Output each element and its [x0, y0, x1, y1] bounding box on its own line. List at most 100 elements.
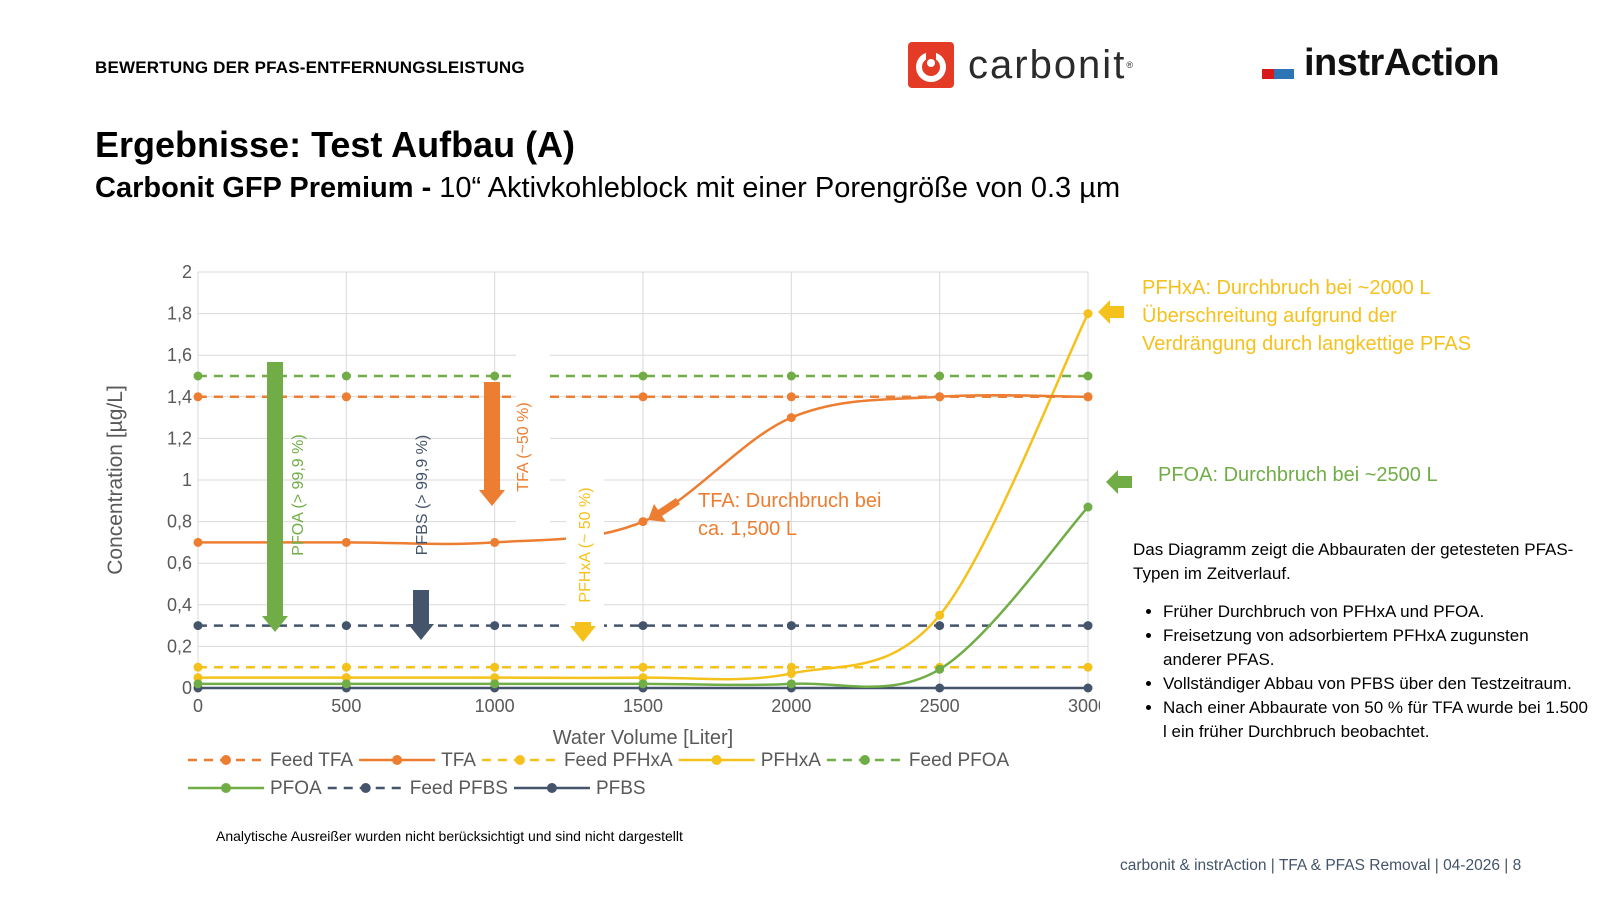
data-point	[638, 679, 648, 689]
x-axis-label: Water Volume [Liter]	[553, 727, 733, 749]
description-bullet: Vollständiger Abbau von PFBS über den Te…	[1163, 672, 1588, 696]
data-point	[341, 679, 351, 689]
subtitle-description: 10“ Aktivkohleblock mit einer Porengröße…	[431, 172, 1121, 204]
data-point	[490, 673, 500, 683]
chart-description: Das Diagramm zeigt die Abbauraten der ge…	[1133, 538, 1588, 744]
data-point	[490, 662, 500, 672]
x-tick-label: 3000	[1068, 696, 1100, 716]
reduction-arrow-icon	[262, 362, 288, 632]
legend-label: PFOA	[270, 778, 322, 799]
data-point	[193, 621, 203, 631]
data-point	[1083, 371, 1093, 381]
data-point	[341, 662, 351, 672]
data-point	[935, 621, 945, 631]
data-point	[193, 537, 203, 547]
y-tick-label: 0,4	[167, 595, 192, 615]
y-tick-label: 2	[182, 262, 192, 282]
legend-label: PFHxA	[761, 750, 822, 771]
carbonit-logo-icon	[908, 42, 954, 88]
slide-footer: carbonit & instrAction | TFA & PFAS Remo…	[1120, 857, 1522, 874]
data-point	[1083, 502, 1093, 512]
data-point	[193, 371, 203, 381]
page-title: Ergebnisse: Test Aufbau (A)	[95, 124, 576, 165]
legend-label: Feed PFBS	[410, 778, 508, 799]
legend-marker	[546, 783, 557, 793]
data-point	[341, 371, 351, 381]
data-point	[1083, 309, 1093, 319]
y-tick-label: 1,6	[167, 345, 192, 365]
pfhxa-annotation-line: Verdrängung durch langkettige PFAS	[1142, 333, 1472, 355]
data-point	[638, 621, 648, 631]
data-point	[935, 664, 945, 674]
data-point	[1083, 621, 1093, 631]
y-tick-label: 1,8	[167, 304, 192, 324]
x-tick-label: 1000	[475, 696, 515, 716]
y-tick-label: 1,4	[167, 387, 192, 407]
description-bullet: Früher Durchbruch von PFHxA und PFOA.	[1163, 600, 1588, 624]
y-tick-label: 0,6	[167, 553, 192, 573]
legend-label: Feed TFA	[270, 750, 353, 771]
tfa-arrow-backdrop	[516, 350, 550, 530]
y-tick-label: 1	[182, 470, 192, 490]
footnote: Analytische Ausreißer wurden nicht berüc…	[216, 828, 683, 844]
tfa-annotation: TFA: Durchbruch bei ca. 1,500 L	[698, 487, 881, 543]
pfoa-annotation: PFOA: Durchbruch bei ~2500 L	[1158, 464, 1438, 486]
data-point	[935, 392, 945, 402]
reduction-label: PFHxA (~ 50 %)	[577, 487, 594, 602]
carbonit-logo-text: carbonit	[968, 42, 1127, 87]
legend-marker	[360, 783, 371, 793]
data-point	[1083, 683, 1093, 693]
pfhxa-annotation-line: PFHxA: Durchbruch bei ~2000 L	[1142, 277, 1431, 299]
data-point	[935, 683, 945, 693]
reduction-arrow-icon	[479, 382, 505, 506]
x-tick-label: 2000	[771, 696, 811, 716]
description-intro: Das Diagramm zeigt die Abbauraten der ge…	[1133, 540, 1574, 583]
data-point	[490, 621, 500, 631]
data-point	[786, 668, 796, 678]
tfa-annotation-line: ca. 1,500 L	[698, 518, 797, 540]
y-axis-label: Concentration [µg/L]	[104, 385, 127, 575]
legend-marker	[221, 755, 231, 765]
data-point	[490, 679, 500, 689]
legend-marker	[859, 755, 870, 765]
data-point	[193, 392, 203, 402]
data-point	[193, 679, 203, 689]
data-point	[193, 662, 203, 672]
legend-label: Feed PFHxA	[564, 750, 673, 771]
data-point	[638, 371, 648, 381]
pfhxa-pointer-arrow-icon	[1098, 300, 1124, 324]
y-tick-label: 0,8	[167, 512, 192, 532]
reduction-label: PFOA (> 99,9 %)	[290, 434, 307, 555]
carbonit-registered-mark: ®	[1126, 60, 1133, 70]
description-bullet-list: Früher Durchbruch von PFHxA und PFOA. Fr…	[1133, 600, 1588, 744]
pfoa-pointer-arrow-icon	[1106, 470, 1132, 494]
data-point	[490, 371, 500, 381]
x-tick-label: 0	[193, 696, 203, 716]
concentration-chart: 0 0,2 0,4 0,6 0,8 1 1,2 1,4 1,6 1,8 2 0 500 1000 1500 2…	[104, 262, 1100, 799]
reduction-label: PFBS (> 99,9 %)	[414, 435, 431, 556]
tfa-pointer-arrow-icon	[648, 498, 680, 522]
pfhxa-annotation-line: Überschreitung aufgrund der	[1142, 305, 1397, 327]
data-point	[1083, 662, 1093, 672]
data-point	[341, 673, 351, 683]
data-point	[786, 662, 796, 672]
legend-marker	[711, 755, 722, 765]
reduction-arrow-icon	[570, 622, 596, 642]
pfhxa-arrow-backdrop	[566, 468, 604, 628]
legend-label: Feed PFOA	[909, 750, 1010, 771]
carbonit-logo: carbonit ®	[908, 40, 1133, 90]
reduction-label: TFA (~50 %)	[515, 402, 532, 491]
data-point	[786, 413, 796, 423]
data-point	[341, 537, 351, 547]
y-tick-label: 0,2	[167, 636, 192, 656]
data-point	[786, 679, 796, 689]
legend-marker	[392, 755, 403, 765]
data-point	[935, 371, 945, 381]
pfhxa-annotation: PFHxA: Durchbruch bei ~2000 L Überschrei…	[1142, 274, 1471, 358]
legend-marker	[221, 783, 231, 793]
data-point	[638, 662, 648, 672]
legend-label: PFBS	[596, 778, 646, 799]
instraction-logo: instrAction	[1262, 42, 1500, 85]
data-point	[786, 371, 796, 381]
data-point	[638, 673, 648, 683]
